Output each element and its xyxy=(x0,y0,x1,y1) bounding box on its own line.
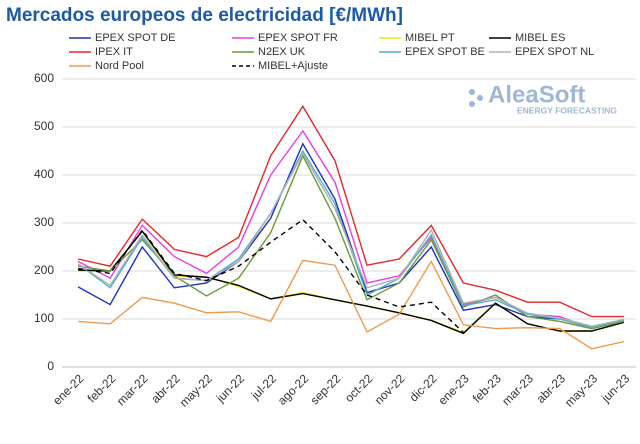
x-tick-label: feb-22 xyxy=(85,371,119,405)
watermark: AleaSoft ENERGY FORECASTING xyxy=(469,81,617,115)
x-tick-label: ago-22 xyxy=(275,371,312,408)
y-tick-label: 200 xyxy=(34,263,54,277)
watermark-subtitle: ENERGY FORECASTING xyxy=(517,105,617,115)
x-tick-label: sep-22 xyxy=(307,371,343,407)
legend-item: MIBEL ES xyxy=(489,32,565,44)
watermark-text: AleaSoft xyxy=(488,81,585,108)
x-tick-label: jun-22 xyxy=(213,371,247,405)
series-line xyxy=(78,230,625,335)
legend-label: EPEX SPOT DE xyxy=(95,32,176,44)
logo-dot xyxy=(477,95,483,101)
legend-label: MIBEL PT xyxy=(405,32,455,44)
legend-item: EPEX SPOT DE xyxy=(69,32,176,44)
y-tick-label: 400 xyxy=(34,167,54,181)
x-tick-label: may-23 xyxy=(562,371,600,409)
series-line xyxy=(77,154,625,330)
legend-label: N2EX UK xyxy=(258,46,306,58)
series-line xyxy=(78,259,625,350)
y-tick-label: 600 xyxy=(34,71,54,85)
series-line xyxy=(77,151,625,327)
legend-item: EPEX SPOT BE xyxy=(379,46,485,58)
legend-label: IPEX IT xyxy=(95,46,133,58)
legend-item: MIBEL+Ajuste xyxy=(232,60,328,72)
legend-label: MIBEL ES xyxy=(515,32,565,44)
legend-item: Nord Pool xyxy=(69,60,144,72)
logo-dot xyxy=(469,101,475,107)
chart-title: Mercados europeos de electricidad [€/MWh… xyxy=(6,5,403,26)
legend-item: EPEX SPOT FR xyxy=(232,32,338,44)
x-tick-label: ene-23 xyxy=(435,371,472,408)
x-tick-label: dic-22 xyxy=(407,371,440,404)
x-tick-label: jun-23 xyxy=(598,371,632,405)
y-tick-label: 500 xyxy=(34,119,54,133)
x-tick-label: mar-23 xyxy=(499,371,536,408)
x-tick-label: feb-23 xyxy=(470,371,504,405)
legend-item: IPEX IT xyxy=(69,46,133,58)
legend-label: EPEX SPOT FR xyxy=(258,32,338,44)
x-tick-label: may-22 xyxy=(177,371,215,409)
y-tick-label: 100 xyxy=(34,311,54,325)
x-tick-label: ene-22 xyxy=(50,371,87,408)
legend-item: EPEX SPOT NL xyxy=(489,46,594,58)
y-tick-label: 0 xyxy=(47,359,54,373)
y-tick-label: 300 xyxy=(34,215,54,229)
x-tick-label: mar-22 xyxy=(114,371,151,408)
logo-dot xyxy=(469,89,475,95)
legend-item: MIBEL PT xyxy=(379,32,455,44)
x-tick-label: nov-22 xyxy=(372,371,408,407)
legend-label: MIBEL+Ajuste xyxy=(258,60,328,72)
legend-label: EPEX SPOT NL xyxy=(515,46,594,58)
series-line xyxy=(77,105,624,318)
x-tick-label: oct-22 xyxy=(342,371,376,405)
legend-label: EPEX SPOT BE xyxy=(405,46,485,58)
legend-item: N2EX UK xyxy=(232,46,306,58)
legend-label: Nord Pool xyxy=(95,60,144,72)
